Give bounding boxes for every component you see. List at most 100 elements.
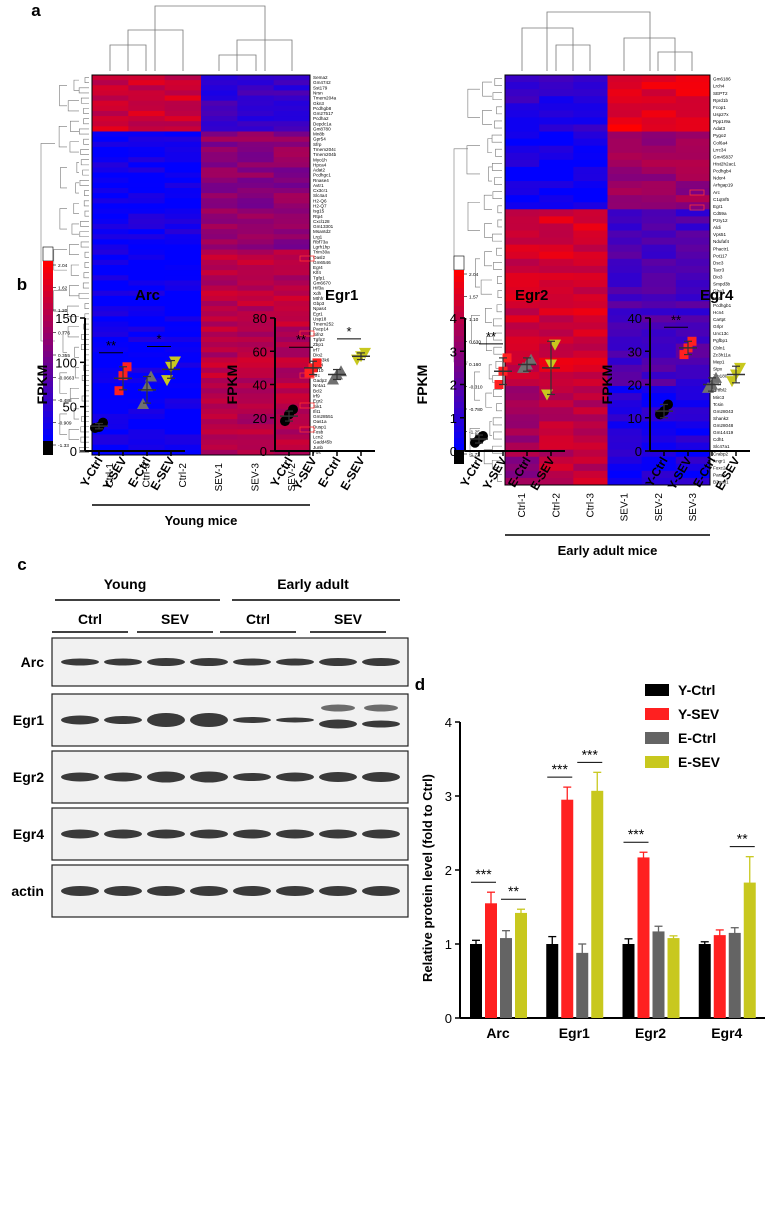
blot-subgroup-label: SEV bbox=[334, 611, 363, 627]
blot-band-upper bbox=[321, 704, 355, 712]
heatmap-cell bbox=[607, 131, 643, 140]
heatmap-cell bbox=[505, 173, 540, 182]
heatmap-cell bbox=[607, 421, 643, 429]
heatmap-cell bbox=[573, 82, 608, 90]
heatmap-cell bbox=[92, 213, 129, 220]
heatmap-cell bbox=[237, 290, 275, 297]
heatmap-cell bbox=[201, 424, 238, 430]
heatmap-cell bbox=[128, 167, 166, 174]
dendrogram-branch bbox=[79, 179, 89, 186]
heatmap-cell bbox=[92, 152, 129, 158]
heatmap-cell bbox=[201, 429, 238, 435]
heatmap-cell bbox=[573, 117, 608, 125]
heatmap-cell bbox=[675, 456, 711, 465]
heatmap-cell bbox=[92, 136, 129, 143]
heatmap-cell bbox=[539, 75, 574, 83]
heatmap-cell bbox=[201, 449, 238, 456]
heatmap-cell bbox=[201, 152, 238, 158]
heatmap-cell bbox=[164, 265, 202, 271]
heatmap-cell bbox=[164, 136, 202, 143]
heatmap-cell bbox=[641, 265, 677, 274]
scale-gradient-step bbox=[454, 414, 464, 421]
heatmap-cell bbox=[641, 449, 677, 458]
heatmap-cell bbox=[675, 110, 711, 118]
heatmap-cell bbox=[92, 306, 129, 312]
heatmap-cell bbox=[539, 449, 574, 458]
heatmap-cell bbox=[641, 89, 677, 97]
significance-label: * bbox=[156, 332, 161, 347]
gene-label: Dio3 bbox=[713, 275, 723, 280]
scale-gradient-step bbox=[43, 375, 53, 382]
blot-band bbox=[233, 886, 271, 896]
heatmap-cell bbox=[505, 294, 540, 302]
blot-band bbox=[190, 713, 228, 727]
heatmap-cell bbox=[607, 280, 643, 288]
heatmap-cell bbox=[128, 198, 166, 204]
heatmap-title: Young mice bbox=[165, 513, 238, 528]
dendrogram-branch bbox=[496, 106, 502, 115]
heatmap-cell bbox=[201, 249, 238, 256]
heatmap-cell bbox=[273, 208, 311, 215]
dendrogram-branch bbox=[78, 87, 89, 94]
heatmap-cell bbox=[505, 265, 540, 274]
blot-band bbox=[276, 658, 314, 666]
heatmap-cell bbox=[505, 209, 540, 217]
blot-band bbox=[190, 658, 228, 666]
heatmap-cell bbox=[273, 146, 311, 153]
heatmap-cell bbox=[539, 195, 574, 203]
scale-tick-label: 2.04 bbox=[58, 263, 68, 269]
heatmap-cell bbox=[237, 367, 275, 374]
x-category-label: Arc bbox=[486, 1025, 510, 1041]
heatmap-cell bbox=[237, 429, 275, 435]
heatmap-cell bbox=[273, 172, 311, 179]
heatmap-cell bbox=[607, 216, 643, 224]
gene-label: Npas4 bbox=[313, 306, 327, 311]
heatmap-cell bbox=[237, 136, 275, 143]
panel-label-d: d bbox=[415, 675, 425, 694]
heatmap-cell bbox=[539, 152, 574, 161]
heatmap-cell bbox=[92, 177, 129, 184]
heatmap-cell bbox=[164, 393, 202, 400]
heatmap-cell bbox=[273, 141, 311, 148]
heatmap-cell bbox=[128, 408, 166, 415]
data-point-square bbox=[114, 386, 124, 396]
dendrogram-branch bbox=[521, 27, 574, 71]
heatmap-cell bbox=[273, 300, 311, 307]
heatmap-cell bbox=[641, 301, 677, 309]
heatmap-cell bbox=[237, 75, 275, 81]
heatmap-cell bbox=[573, 124, 608, 133]
gene-label: SEPT2 bbox=[713, 91, 728, 96]
heatmap-cell bbox=[675, 209, 711, 217]
data-point-triangle-down bbox=[169, 356, 181, 368]
dendrogram-branch bbox=[497, 474, 502, 482]
heatmap-cell bbox=[573, 216, 608, 224]
gene-label: Crabp2 bbox=[713, 451, 729, 456]
heatmap-cell bbox=[164, 208, 202, 215]
dendrogram-branch bbox=[488, 166, 492, 182]
gene-label: Usp18 bbox=[313, 316, 327, 321]
gene-label: Slc4a4 bbox=[313, 193, 327, 198]
heatmap-cell bbox=[675, 407, 711, 415]
y-tick-label: 1 bbox=[445, 937, 452, 952]
scale-tick-label: -1.33 bbox=[58, 443, 69, 449]
blot-band bbox=[104, 829, 142, 839]
heatmap-cell bbox=[164, 193, 202, 199]
heatmap-cell bbox=[128, 229, 166, 235]
heatmap-cell bbox=[641, 244, 677, 253]
heatmap-cell bbox=[164, 259, 202, 266]
heatmap-cell bbox=[92, 218, 129, 225]
highlight-box bbox=[299, 255, 315, 262]
heatmap-cell bbox=[201, 223, 238, 230]
highlight-box bbox=[299, 402, 315, 409]
scale-gradient-step bbox=[43, 303, 53, 310]
blot-band bbox=[233, 658, 271, 666]
significance-label: ** bbox=[671, 312, 681, 327]
dendrogram-branch bbox=[496, 247, 502, 256]
heatmap-cell bbox=[201, 95, 238, 102]
scale-tick-label: -0.780 bbox=[469, 407, 483, 413]
heatmap-cell bbox=[237, 352, 275, 358]
blot-row-label: actin bbox=[11, 883, 44, 899]
gene-label: Oasl2 bbox=[313, 255, 325, 260]
gene-label: Stpx bbox=[713, 366, 723, 371]
blot-band bbox=[61, 715, 99, 725]
